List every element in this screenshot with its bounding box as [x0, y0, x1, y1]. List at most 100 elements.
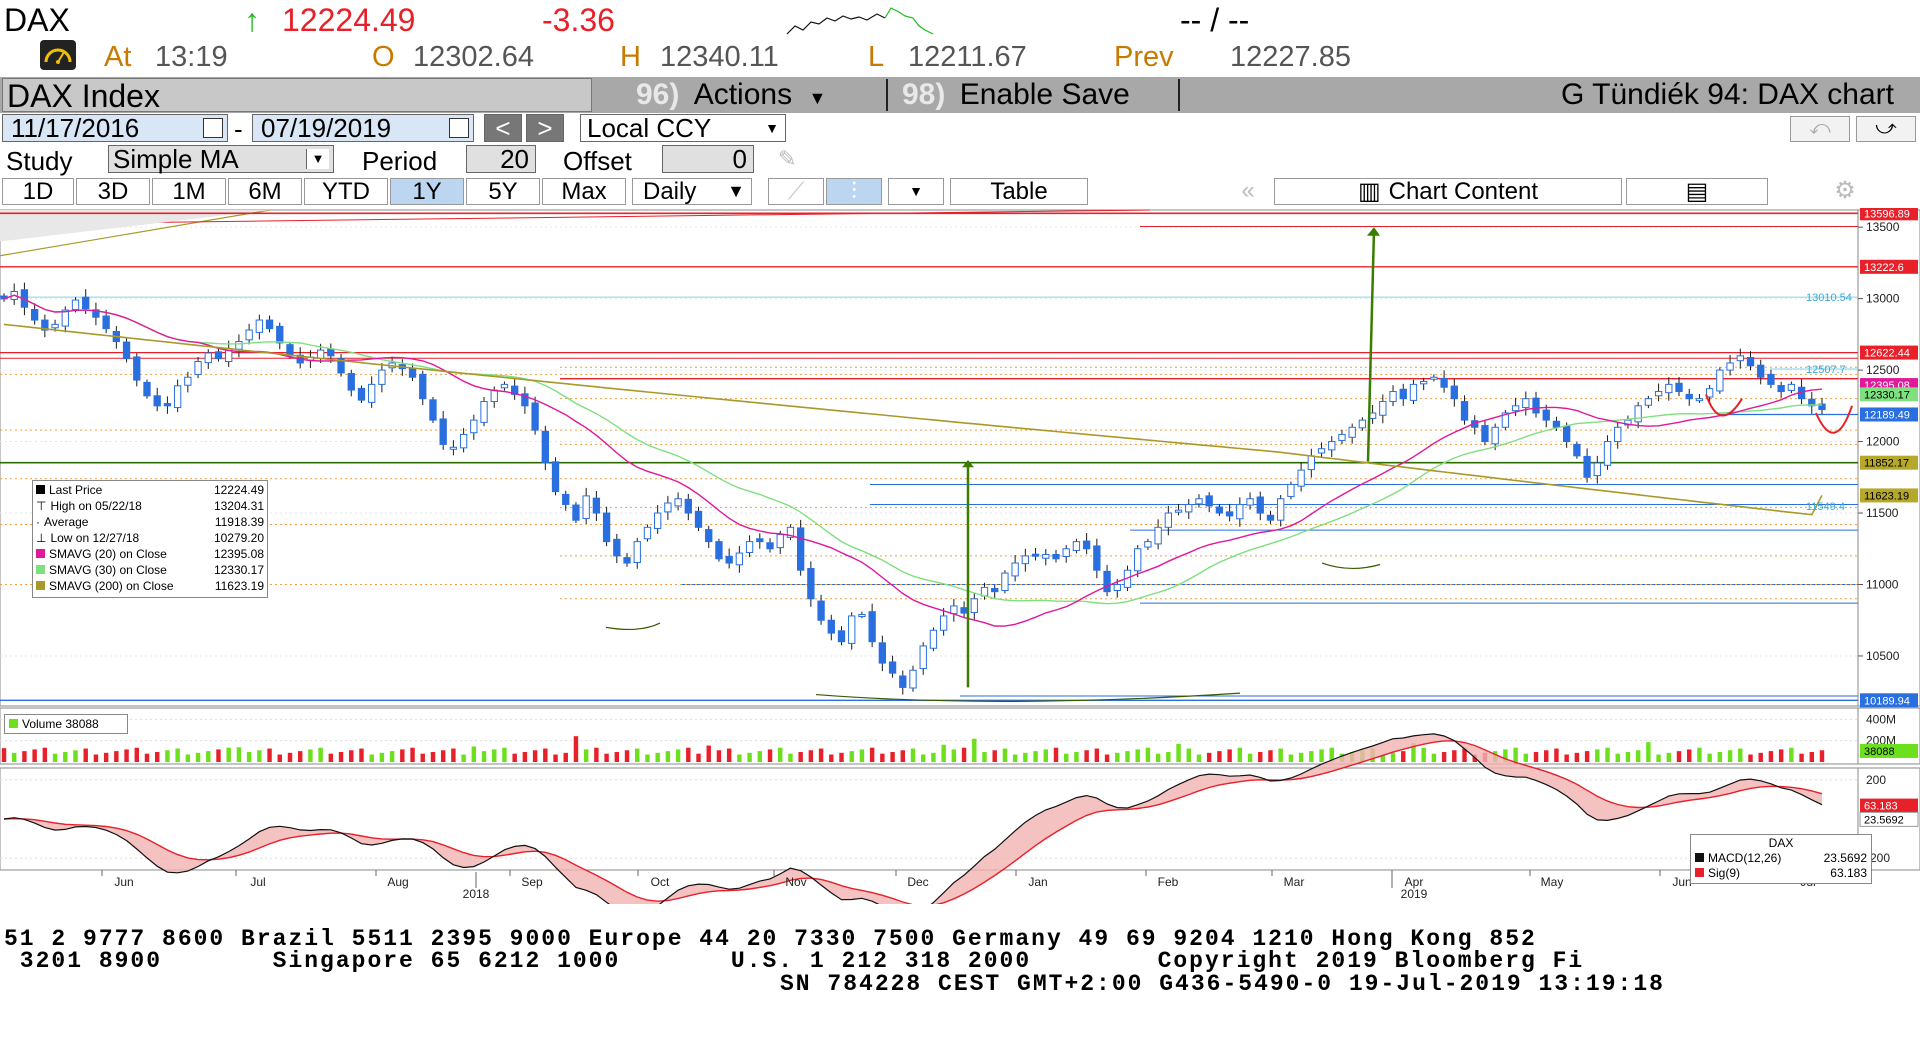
actions-menu[interactable]: 96) Actions ▼: [600, 77, 882, 113]
macd-legend: DAX MACD(12,26) 23.5692 Sig(9) 63.183: [1690, 834, 1872, 884]
candle-body: [1021, 555, 1030, 565]
candle-body: [1614, 426, 1622, 443]
candle-body: [1103, 570, 1111, 593]
price-tag-label: 13222.6: [1864, 262, 1904, 274]
end-date-field[interactable]: 07/19/2019: [252, 114, 474, 142]
year-label: 2019: [1401, 887, 1428, 901]
candle-body: [1082, 540, 1091, 550]
candle-chart-icon[interactable]: ⫶: [826, 178, 882, 205]
legend-row: SMAVG (30) on Close 12330.17: [36, 562, 264, 578]
candle-body: [684, 498, 692, 514]
range-1m-button[interactable]: 1M: [152, 178, 226, 205]
security-field[interactable]: DAX Index: [2, 78, 592, 112]
calendar-icon[interactable]: [449, 118, 469, 138]
candle-body: [1634, 405, 1642, 423]
offset-field[interactable]: 0: [662, 145, 754, 173]
settings-panel-icon[interactable]: ▤: [1626, 178, 1768, 205]
range-6m-button[interactable]: 6M: [228, 178, 302, 205]
chart-content-button[interactable]: ▥ Chart Content: [1274, 178, 1622, 205]
red-arc: [1705, 394, 1743, 417]
undo-button[interactable]: ⤺: [1790, 116, 1850, 142]
candle-body: [1757, 364, 1765, 378]
candle-body: [1409, 383, 1418, 401]
speedometer-icon[interactable]: [40, 40, 76, 70]
enable-save-button[interactable]: 98) Enable Save: [894, 77, 1174, 113]
candle-body: [1297, 469, 1305, 487]
collapse-left-icon[interactable]: «: [1226, 178, 1270, 205]
macd-line: [3, 733, 1823, 904]
x-tick-label: Aug: [387, 875, 408, 889]
legend-label: Average: [44, 515, 89, 529]
candle-body: [1011, 562, 1019, 577]
period-field[interactable]: 20: [466, 145, 536, 173]
candle-body: [122, 341, 131, 360]
price-tag-label: 12622.44: [1864, 348, 1910, 360]
x-tick-label: Feb: [1158, 875, 1179, 889]
range-1y-button[interactable]: 1Y: [390, 178, 464, 205]
pencil-icon[interactable]: ✎: [778, 146, 797, 171]
candle-body: [909, 669, 917, 689]
price-tag: [1860, 407, 1918, 422]
table-button[interactable]: Table: [950, 178, 1088, 205]
candle-body: [1215, 506, 1224, 514]
calendar-icon[interactable]: [203, 118, 223, 138]
gear-icon[interactable]: ⚙: [1772, 178, 1918, 205]
sma20-line: [3, 294, 1823, 627]
range-3d-button[interactable]: 3D: [76, 178, 150, 205]
actions-label: Actions: [693, 78, 793, 111]
x-tick-label: May: [1541, 875, 1564, 889]
redo-button[interactable]: ⤻: [1856, 116, 1916, 142]
price-legend: Last Price 12224.49 ⊤ High on 05/22/18 1320…: [32, 480, 268, 598]
candle-body: [888, 661, 897, 674]
price-tag-label: 13010.54: [1806, 292, 1852, 304]
legend-row: Sig(9) 63.183: [1695, 866, 1867, 881]
range-5y-button[interactable]: 5Y: [466, 178, 540, 205]
prev-value: 12227.85: [1230, 41, 1351, 73]
legend-row: SMAVG (200) on Close 11623.19: [36, 578, 264, 594]
next-period-button[interactable]: >: [526, 114, 564, 142]
previous-period-button[interactable]: <: [484, 114, 522, 142]
candle-body: [1358, 419, 1367, 429]
study-select[interactable]: Simple MA ▼: [108, 145, 334, 173]
low-marker-icon: ⊥: [36, 531, 47, 545]
line-chart-icon[interactable]: ⟋: [768, 178, 824, 205]
legend-label: MACD(12,26): [1708, 851, 1782, 865]
price-change: -3.36: [542, 2, 615, 38]
legend-value: 63.183: [1830, 866, 1867, 880]
price-tag: [1860, 387, 1918, 402]
start-date-field[interactable]: 11/17/2016: [2, 114, 228, 142]
y-tick-label: 11000: [1866, 578, 1899, 592]
candle-body: [551, 461, 560, 493]
range-1d-button[interactable]: 1D: [2, 178, 74, 205]
candle-body: [204, 352, 212, 364]
range-max-button[interactable]: Max: [542, 178, 626, 205]
candle-body: [1460, 401, 1469, 421]
candle-body: [1491, 426, 1499, 445]
candle-body: [163, 403, 172, 407]
chart-type-chevron-down-icon[interactable]: ▼: [888, 178, 944, 205]
candle-body: [1501, 412, 1510, 428]
price-tag: [1860, 259, 1918, 274]
price-tag: [1860, 345, 1918, 360]
candle-body: [1205, 495, 1213, 507]
high-value: 12340.11: [660, 41, 779, 73]
x-tick-label: Nov: [785, 875, 806, 889]
candle-body: [1644, 398, 1653, 406]
chart-canvas[interactable]: 10500 11000 11500 12000 12500 13000 1350013596…: [0, 208, 1920, 904]
candle-body: [61, 309, 69, 327]
candle-body: [1307, 455, 1315, 471]
candle-body: [694, 510, 703, 528]
intraday-sparkline: [786, 7, 934, 35]
currency-select[interactable]: Local CCY ▼: [580, 114, 786, 142]
candle-body: [1573, 443, 1581, 457]
candle-body: [1726, 362, 1734, 371]
frequency-select[interactable]: Daily ▼: [632, 178, 752, 205]
range-ytd-button[interactable]: YTD: [304, 178, 388, 205]
high-marker-icon: ⊤: [36, 499, 47, 513]
legend-value: 12330.17: [213, 563, 264, 577]
period-label: Period: [362, 146, 438, 176]
candle-body: [153, 395, 161, 407]
candle-body: [1593, 462, 1601, 477]
chevron-down-icon: ▼: [808, 88, 827, 108]
